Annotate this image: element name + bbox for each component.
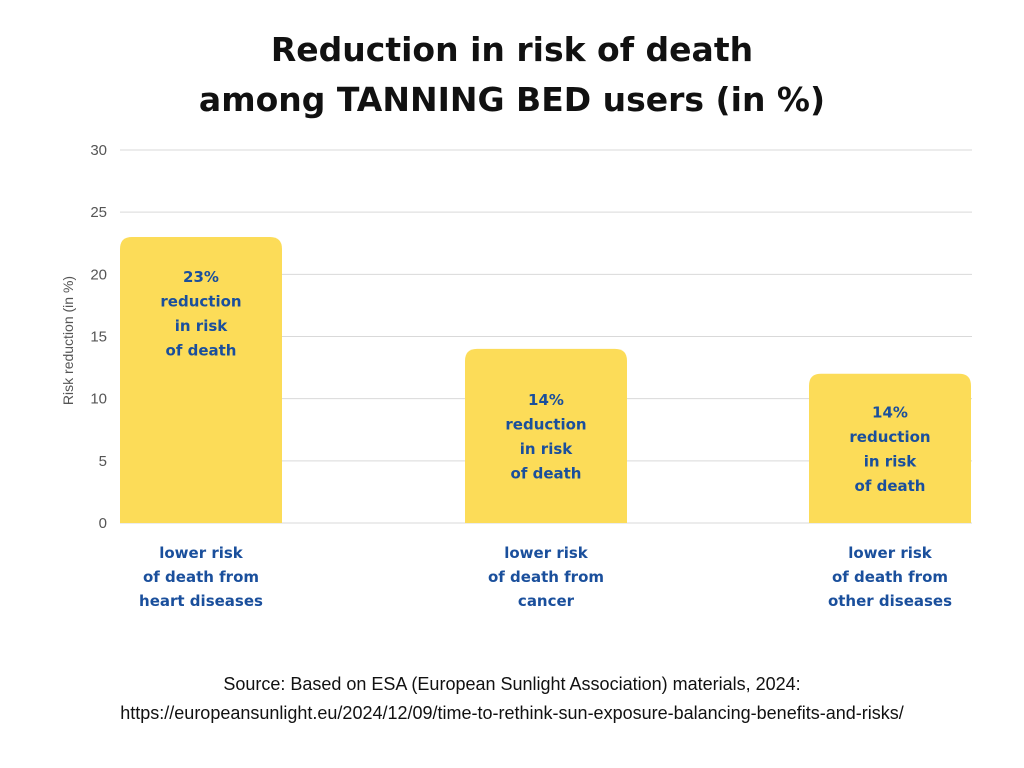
chart-title-line-2: among TANNING BED users (in %) [198,80,826,119]
bar-label-line: 14% [528,391,564,409]
bar-label-line: 14% [872,404,908,422]
y-tick-label: 10 [90,391,107,408]
category-label-line: cancer [518,592,575,610]
y-tick-label: 20 [90,266,107,283]
bar-label-line: in risk [520,440,574,458]
y-tick-label: 5 [99,453,107,470]
category-label-line: heart diseases [139,592,263,610]
source-note: Source: Based on ESA (European Sunlight … [223,674,801,694]
bar-chart: 0 5 10 15 20 25 30 Risk reduction (in %) 23% redu… [60,142,972,610]
y-tick-label: 0 [99,515,107,532]
bar-label-line: 23% [183,268,219,286]
category-label-line: lower risk [504,544,589,562]
y-axis-label: Risk reduction (in %) [60,276,76,405]
bar [120,237,282,524]
category-label-line: lower risk [848,544,933,562]
bar-label-line: in risk [175,317,229,335]
bar-label-line: reduction [849,428,930,446]
bar-label-line: of death [511,465,582,483]
bar-label-line: of death [166,342,237,360]
category-label-line: lower risk [159,544,244,562]
source-url: https://europeansunlight.eu/2024/12/09/t… [120,703,904,723]
bar [809,373,971,523]
category-label-line: of death from [832,568,948,586]
bar [465,348,627,523]
y-tick-label: 15 [90,329,107,346]
bar-label-line: reduction [505,416,586,434]
bar-label-line: of death [855,477,926,495]
y-tick-label: 25 [90,204,107,221]
bar-label-line: reduction [160,293,241,311]
chart-title-line-1: Reduction in risk of death [270,30,754,69]
category-label-line: of death from [488,568,604,586]
bar-label-line: in risk [864,453,918,471]
category-label-line: of death from [143,568,259,586]
category-label-line: other diseases [828,592,952,610]
y-tick-label: 30 [90,142,107,159]
